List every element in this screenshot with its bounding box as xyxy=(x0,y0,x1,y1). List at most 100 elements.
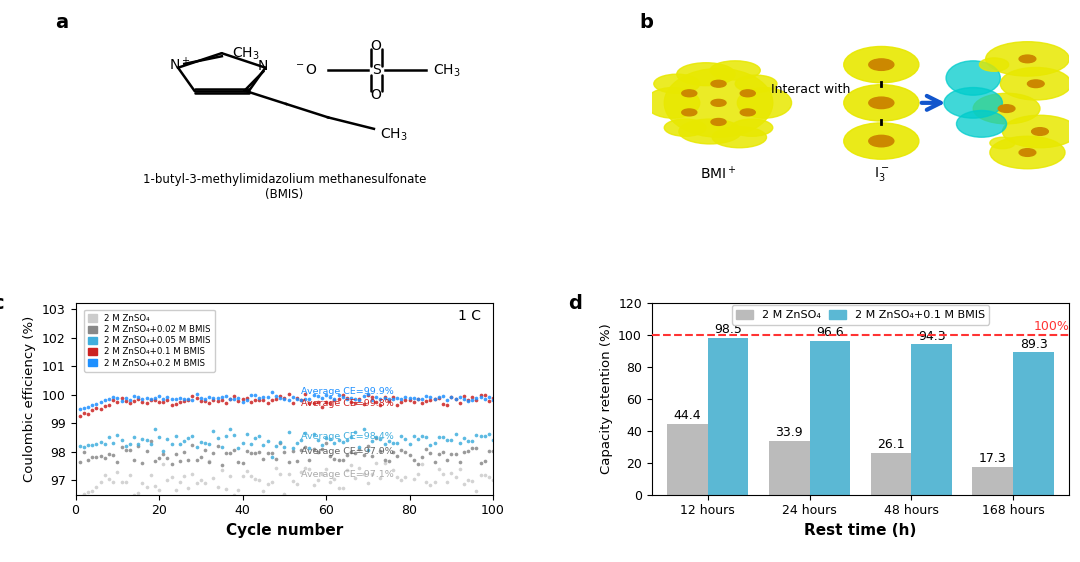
Point xyxy=(217,392,234,401)
Point xyxy=(305,430,322,439)
Point xyxy=(342,448,360,457)
Point xyxy=(201,456,218,465)
Point xyxy=(360,390,377,399)
Point xyxy=(309,447,326,456)
Point xyxy=(134,459,151,468)
Point xyxy=(159,392,176,401)
Point xyxy=(159,435,176,444)
Point xyxy=(109,457,126,466)
Point xyxy=(414,453,431,462)
Bar xyxy=(870,453,912,495)
Point xyxy=(71,405,89,414)
Point xyxy=(271,438,288,447)
Point xyxy=(192,475,210,484)
Point xyxy=(264,388,281,397)
Point xyxy=(238,429,255,438)
Point xyxy=(255,396,272,405)
Point xyxy=(134,397,151,406)
Point xyxy=(234,471,252,480)
Point xyxy=(80,441,97,450)
Point xyxy=(481,429,498,438)
Point xyxy=(159,395,176,404)
Text: Average CE=99.9%: Average CE=99.9% xyxy=(300,387,393,396)
Point xyxy=(246,434,264,443)
Point xyxy=(401,491,418,500)
Point xyxy=(305,444,322,453)
Text: BMI$^+$: BMI$^+$ xyxy=(700,165,737,182)
Text: 94.3: 94.3 xyxy=(918,330,946,343)
Point xyxy=(213,395,230,404)
Point xyxy=(334,438,351,447)
Point xyxy=(143,395,160,404)
Point xyxy=(134,435,151,444)
Point xyxy=(426,439,443,448)
Point xyxy=(309,436,326,445)
Point xyxy=(134,395,151,404)
Point xyxy=(234,397,252,406)
Point xyxy=(246,395,264,404)
Point xyxy=(117,446,134,455)
Ellipse shape xyxy=(1000,67,1071,100)
Point xyxy=(143,437,160,446)
Point xyxy=(71,412,89,421)
Point xyxy=(113,393,131,402)
Point xyxy=(334,391,351,400)
Point xyxy=(121,471,138,480)
Point xyxy=(389,439,406,448)
Point xyxy=(476,470,494,479)
Text: 96.6: 96.6 xyxy=(816,326,843,339)
Ellipse shape xyxy=(679,119,742,144)
Point xyxy=(179,395,197,404)
Point xyxy=(418,445,435,454)
Point xyxy=(389,393,406,402)
Point xyxy=(176,397,193,406)
Ellipse shape xyxy=(990,136,1065,169)
Point xyxy=(297,389,314,398)
Point xyxy=(268,463,285,472)
Point xyxy=(221,425,239,434)
Point xyxy=(92,452,109,461)
Point xyxy=(426,395,443,404)
Point xyxy=(438,396,456,405)
Point xyxy=(422,449,440,458)
Point xyxy=(121,445,138,454)
Point xyxy=(476,432,494,441)
Point xyxy=(275,442,293,451)
Point xyxy=(322,398,339,407)
Point xyxy=(143,470,160,479)
Point xyxy=(259,398,276,407)
Point xyxy=(414,399,431,408)
Point xyxy=(217,484,234,493)
Point xyxy=(172,440,189,449)
Text: Average CE=99.8%: Average CE=99.8% xyxy=(300,400,393,409)
Point xyxy=(351,395,368,404)
Point xyxy=(376,394,393,403)
Bar xyxy=(1013,352,1054,495)
Point xyxy=(284,477,301,486)
Point xyxy=(205,396,222,405)
Point xyxy=(485,393,502,402)
Point xyxy=(300,395,318,404)
Point xyxy=(71,495,89,504)
Point xyxy=(313,441,330,450)
Point xyxy=(251,432,268,441)
Text: Interact with: Interact with xyxy=(771,83,850,96)
X-axis label: Cycle number: Cycle number xyxy=(226,523,343,538)
Point xyxy=(372,473,389,482)
Point xyxy=(146,481,163,490)
Point xyxy=(154,450,172,459)
Point xyxy=(100,400,118,409)
Point xyxy=(326,439,343,448)
Point xyxy=(463,477,481,486)
Point xyxy=(430,449,447,458)
Point xyxy=(184,469,201,478)
Point xyxy=(259,393,276,402)
Point xyxy=(338,465,355,474)
Point xyxy=(485,396,502,405)
Point xyxy=(305,390,322,399)
Point xyxy=(208,483,226,492)
Point xyxy=(396,393,414,402)
Point xyxy=(481,397,498,406)
Point xyxy=(138,436,156,445)
Point xyxy=(179,483,197,492)
